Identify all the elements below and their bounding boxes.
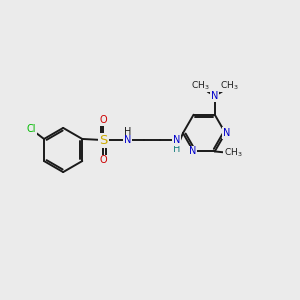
Text: N: N	[223, 128, 230, 138]
Text: O: O	[100, 155, 107, 166]
Text: H: H	[124, 127, 132, 137]
Text: CH$_3$: CH$_3$	[220, 79, 239, 92]
Text: N: N	[211, 92, 218, 101]
Text: S: S	[99, 134, 108, 147]
Text: N: N	[124, 135, 131, 146]
Text: N: N	[189, 146, 196, 156]
Text: O: O	[100, 116, 107, 125]
Text: CH$_3$: CH$_3$	[191, 79, 209, 92]
Text: CH$_3$: CH$_3$	[224, 147, 242, 159]
Text: N: N	[172, 135, 180, 146]
Text: H: H	[173, 144, 180, 154]
Text: Cl: Cl	[27, 124, 36, 134]
